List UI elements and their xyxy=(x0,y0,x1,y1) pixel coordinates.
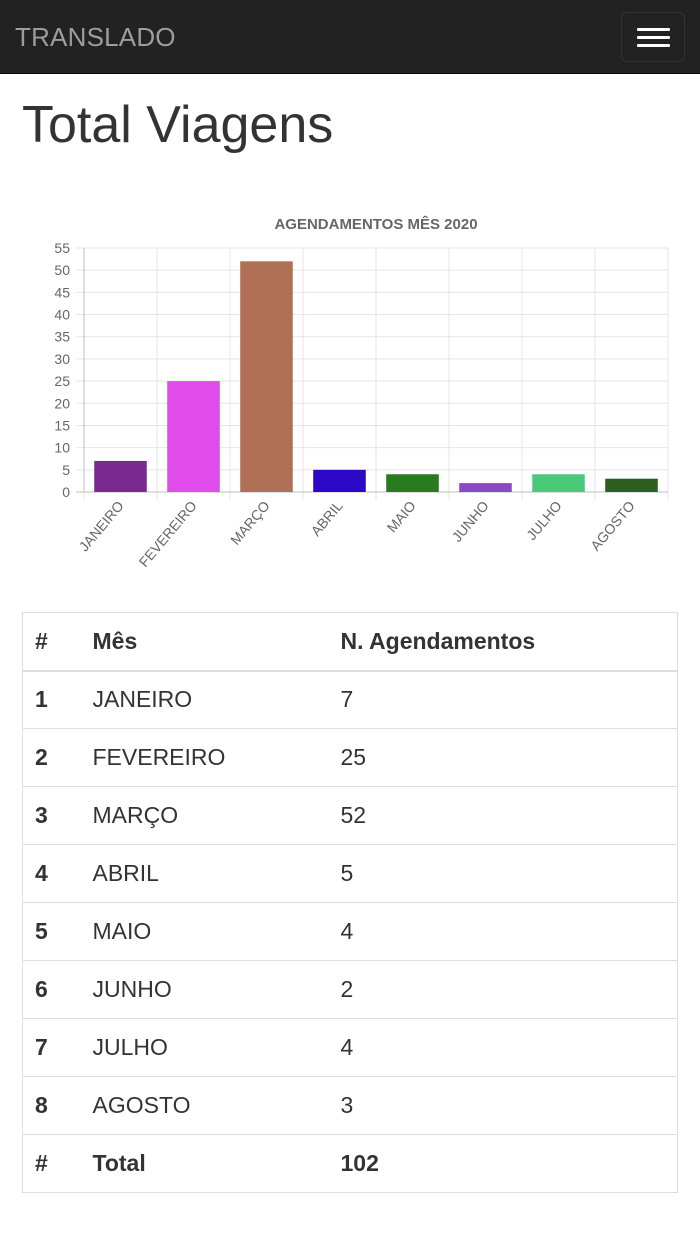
table-row: 7 JULHO 4 xyxy=(22,1018,678,1077)
row-count: 2 xyxy=(328,960,678,1019)
y-tick-label: 55 xyxy=(54,240,70,256)
table-header-row: # Mês N. Agendamentos xyxy=(22,612,678,672)
row-month: JULHO xyxy=(80,1018,329,1077)
bar-agosto xyxy=(605,478,658,492)
table-row: 3 MARÇO 52 xyxy=(22,786,678,845)
y-tick-label: 20 xyxy=(54,395,70,411)
table-row: 2 FEVEREIRO 25 xyxy=(22,728,678,787)
chart-title: AGENDAMENTOS MÊS 2020 xyxy=(274,215,477,233)
y-tick-label: 30 xyxy=(54,351,70,367)
row-index: 2 xyxy=(22,728,81,787)
table-row: 5 MAIO 4 xyxy=(22,902,678,961)
table-row: 6 JUNHO 2 xyxy=(22,960,678,1019)
total-index: # xyxy=(22,1134,81,1193)
row-count: 25 xyxy=(328,728,678,787)
y-tick-label: 50 xyxy=(54,262,70,278)
y-tick-label: 5 xyxy=(62,462,70,478)
bar-chart: AGENDAMENTOS MÊS 2020 0 5 10 15 20 25 30 35 40 45 5… xyxy=(54,215,669,570)
row-month: JANEIRO xyxy=(80,670,329,729)
row-index: 7 xyxy=(22,1018,81,1077)
y-tick-label: 15 xyxy=(54,417,70,433)
x-tick-label: FEVEREIRO xyxy=(136,498,200,570)
x-tick-label: JANEIRO xyxy=(76,498,127,555)
row-month: FEVEREIRO xyxy=(80,728,329,787)
x-tick-label: JULHO xyxy=(523,498,565,544)
x-tick-label: ABRIL xyxy=(308,497,346,538)
table-row: 8 AGOSTO 3 xyxy=(22,1076,678,1135)
bar-abril xyxy=(313,469,366,492)
row-month: ABRIL xyxy=(80,844,329,903)
row-index: 6 xyxy=(22,960,81,1019)
row-month: AGOSTO xyxy=(80,1076,329,1135)
column-header-index: # xyxy=(22,612,81,672)
y-tick-label: 0 xyxy=(62,484,70,500)
total-value: 102 xyxy=(328,1134,678,1193)
row-month: MARÇO xyxy=(80,786,329,845)
row-count: 7 xyxy=(328,670,678,729)
y-tick-label: 45 xyxy=(54,284,70,300)
bar-junho xyxy=(459,483,512,492)
row-count: 52 xyxy=(328,786,678,845)
table-total-row: # Total 102 xyxy=(22,1134,678,1193)
page-title: Total Viagens xyxy=(22,96,334,154)
bar-maio xyxy=(386,474,439,492)
row-index: 8 xyxy=(22,1076,81,1135)
total-label: Total xyxy=(80,1134,329,1193)
navbar-toggle-button[interactable] xyxy=(621,12,685,62)
x-tick-label: JUNHO xyxy=(449,498,492,545)
table-row: 1 JANEIRO 7 xyxy=(22,670,678,729)
column-header-count: N. Agendamentos xyxy=(328,612,678,672)
bar-fevereiro xyxy=(167,381,220,492)
row-month: MAIO xyxy=(80,902,329,961)
x-tick-label: MAIO xyxy=(384,498,419,536)
y-tick-label: 10 xyxy=(54,440,70,456)
row-month: JUNHO xyxy=(80,960,329,1019)
row-count: 3 xyxy=(328,1076,678,1135)
row-count: 4 xyxy=(328,902,678,961)
y-tick-label: 25 xyxy=(54,373,70,389)
y-tick-label: 40 xyxy=(54,307,70,323)
row-count: 5 xyxy=(328,844,678,903)
navbar: TRANSLADO xyxy=(0,0,700,74)
x-tick-label: AGOSTO xyxy=(587,498,638,554)
bar-março xyxy=(240,261,293,492)
column-header-month: Mês xyxy=(80,612,329,672)
x-tick-label: MARÇO xyxy=(227,498,273,548)
row-index: 3 xyxy=(22,786,81,845)
row-count: 4 xyxy=(328,1018,678,1077)
bar-janeiro xyxy=(94,460,147,492)
table-row: 4 ABRIL 5 xyxy=(22,844,678,903)
appointments-table: # Mês N. Agendamentos 1 JANEIRO 7 2 FEVEREIR… xyxy=(22,612,678,1193)
y-tick-label: 35 xyxy=(54,329,70,345)
brand-link[interactable]: TRANSLADO xyxy=(15,22,176,52)
row-index: 5 xyxy=(22,902,81,961)
row-index: 4 xyxy=(22,844,81,903)
row-index: 1 xyxy=(22,670,81,729)
bar-julho xyxy=(532,474,585,492)
